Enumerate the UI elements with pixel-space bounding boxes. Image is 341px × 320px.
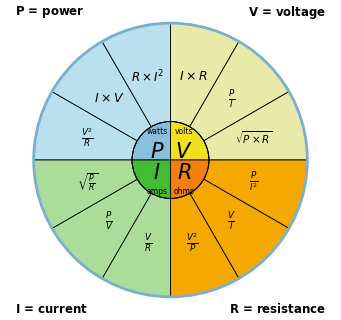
Text: $\sqrt{\frac{P}{R}}$: $\sqrt{\frac{P}{R}}$ bbox=[76, 172, 98, 193]
Wedge shape bbox=[170, 122, 209, 160]
Text: $\frac{V}{R}$: $\frac{V}{R}$ bbox=[144, 232, 152, 254]
Text: $\frac{V}{I}$: $\frac{V}{I}$ bbox=[227, 210, 236, 232]
Wedge shape bbox=[132, 122, 170, 160]
Wedge shape bbox=[170, 193, 239, 297]
Text: $\mathbf{R}$ = resistance: $\mathbf{R}$ = resistance bbox=[229, 302, 326, 316]
Wedge shape bbox=[170, 160, 209, 198]
Text: $\frac{P}{I^2}$: $\frac{P}{I^2}$ bbox=[249, 171, 258, 194]
Wedge shape bbox=[34, 160, 137, 228]
Text: $\mathbf{P}$ = power: $\mathbf{P}$ = power bbox=[15, 4, 85, 20]
Text: $\frac{V^2}{P}$: $\frac{V^2}{P}$ bbox=[187, 232, 199, 254]
Wedge shape bbox=[52, 42, 151, 141]
Wedge shape bbox=[190, 42, 289, 141]
Wedge shape bbox=[102, 23, 170, 127]
Wedge shape bbox=[204, 92, 307, 160]
Text: $\mathbf{V}$ = voltage: $\mathbf{V}$ = voltage bbox=[248, 4, 326, 21]
Text: watts: watts bbox=[146, 127, 167, 136]
Text: $R$: $R$ bbox=[177, 163, 191, 183]
Text: $I \times R$: $I \times R$ bbox=[179, 70, 207, 83]
Wedge shape bbox=[170, 23, 239, 127]
Text: $\frac{P}{V}$: $\frac{P}{V}$ bbox=[105, 210, 114, 232]
Wedge shape bbox=[52, 179, 151, 278]
Circle shape bbox=[34, 23, 307, 297]
Text: $I \times V$: $I \times V$ bbox=[94, 92, 124, 106]
Text: $P$: $P$ bbox=[150, 141, 164, 162]
Text: $\sqrt{P \times R}$: $\sqrt{P \times R}$ bbox=[235, 129, 272, 146]
Text: $R \times I^2$: $R \times I^2$ bbox=[132, 68, 165, 85]
Text: ohms: ohms bbox=[174, 187, 195, 196]
Text: $V$: $V$ bbox=[175, 141, 193, 162]
Text: $\mathbf{I}$ = current: $\mathbf{I}$ = current bbox=[15, 303, 88, 316]
Wedge shape bbox=[102, 193, 170, 297]
Wedge shape bbox=[34, 92, 137, 160]
Text: volts: volts bbox=[175, 127, 193, 136]
Wedge shape bbox=[204, 160, 307, 228]
Text: $I$: $I$ bbox=[153, 163, 161, 183]
Text: $\frac{P}{I}$: $\frac{P}{I}$ bbox=[228, 88, 235, 110]
Text: $\frac{V^2}{R}$: $\frac{V^2}{R}$ bbox=[81, 127, 93, 149]
Wedge shape bbox=[132, 160, 170, 198]
Wedge shape bbox=[190, 179, 289, 278]
Text: amps: amps bbox=[146, 187, 167, 196]
